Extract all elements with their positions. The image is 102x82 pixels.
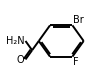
Text: H₂N: H₂N: [6, 36, 24, 46]
Text: F: F: [73, 57, 79, 67]
Text: Br: Br: [73, 15, 84, 25]
Text: O: O: [16, 55, 24, 65]
